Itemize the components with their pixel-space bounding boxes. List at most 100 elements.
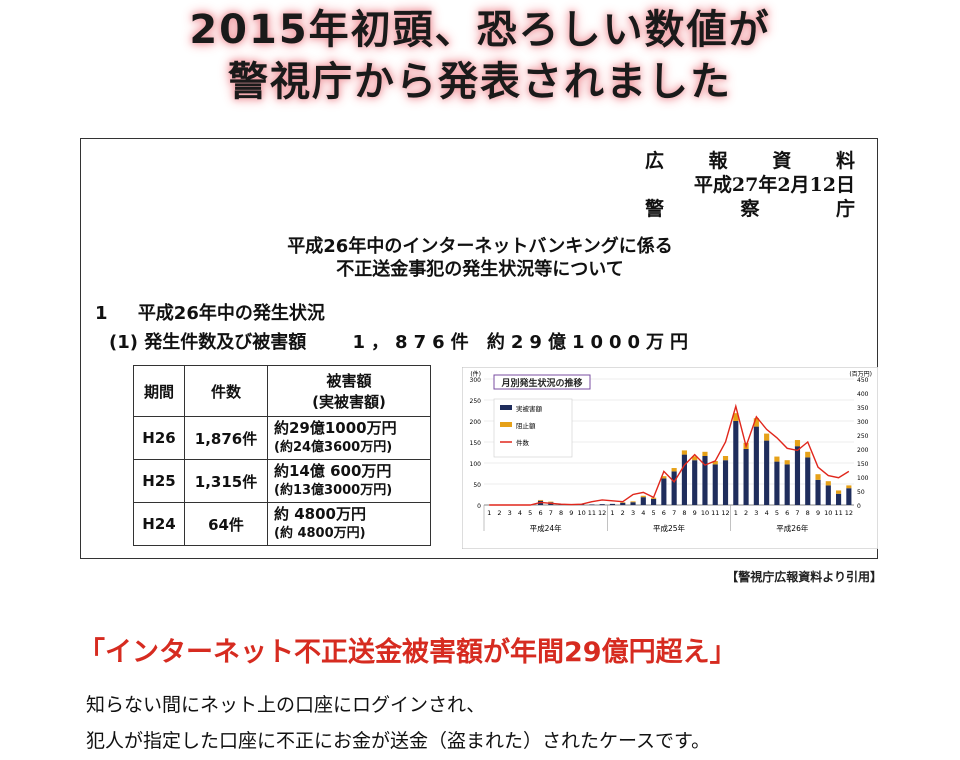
right-tick-label: 450 [857,377,869,384]
x-tick-label: 4 [518,509,522,517]
damage-table: 期間 件数 被害額 (実被害額) H26 1,876件 約29億1000万円 (… [133,365,431,546]
year-label: 平成25年 [653,523,686,533]
bar-damage [815,479,821,505]
actual-value: (約24億3600万円) [274,440,393,455]
left-unit: (件) [470,370,481,378]
x-tick-label: 6 [662,509,666,517]
press-char: 庁 [835,198,855,220]
legend-label: 実被害額 [516,404,543,413]
bar-damage [651,498,657,505]
x-tick-label: 11 [834,509,842,517]
bar-damage [794,446,801,505]
subsection-value: 1，876件 約29億1000万円 [352,332,695,353]
chart-title: 月別発生状況の推移 [500,377,582,389]
bar-blocked [722,456,729,461]
right-tick-label: 50 [857,489,865,496]
bar-damage [774,461,780,505]
cell-count: 1,315件 [184,459,268,503]
bar-damage [692,460,698,505]
amount-value: 約29億1000万円 [274,419,397,437]
x-tick-label: 11 [588,509,596,517]
right-tick-label: 350 [857,405,869,412]
x-tick-label: 5 [775,509,779,517]
x-tick-label: 4 [765,509,769,517]
legend-label: 阻止額 [516,421,536,430]
bar-damage [805,457,811,505]
document-title-line2: 不正送金事犯の発生状況等について [336,259,624,280]
right-tick-label: 300 [857,419,869,426]
left-tick-label: 50 [473,482,481,489]
bar-damage [702,456,708,505]
subsection-label: (1) 発生件数及び被害額 [109,332,307,353]
legend-swatch [500,422,512,427]
cell-count: 64件 [184,502,268,546]
document-title: 平成26年中のインターネットバンキングに係る 不正送金事犯の発生状況等について [81,235,879,281]
press-date: 平成27年2月12日 [693,174,855,196]
table-row: H26 1,876件 約29億1000万円 (約24億3600万円) [133,416,431,460]
left-tick-label: 200 [470,419,482,426]
cell-amount: 約29億1000万円 (約24億3600万円) [267,416,431,460]
chart-title-box [493,374,591,390]
x-tick-label: 7 [672,509,676,517]
x-tick-label: 4 [641,509,645,517]
bar-damage [609,503,616,505]
chart-frame [461,366,879,550]
cell-period: H25 [133,459,185,503]
x-tick-label: 3 [631,509,635,517]
cell-amount: 約14億 600万円 (約13億3000万円) [267,459,431,503]
bar-blocked [692,456,698,461]
legend-label: 件数 [516,438,530,447]
x-tick-label: 9 [816,509,820,517]
x-tick-label: 12 [598,509,606,517]
x-tick-label: 5 [528,509,532,517]
bar-blocked [620,502,626,503]
table-row: H25 1,315件 約14億 600万円 (約13億3000万円) [133,459,431,503]
legend-swatch [500,405,512,410]
bar-blocked [815,474,821,480]
x-tick-label: 12 [721,509,729,517]
cell-amount: 約 4800万円 (約 4800万円) [267,502,431,546]
bar-damage [661,478,667,505]
x-tick-label: 8 [559,509,563,517]
year-label: 平成24年 [530,523,563,533]
x-tick-label: 3 [508,509,512,517]
x-tick-label: 2 [744,509,748,517]
bar-damage [640,497,646,505]
bar-damage [620,502,626,505]
header-period: 期間 [133,365,185,417]
bar-blocked [712,461,718,465]
x-tick-label: 3 [754,509,758,517]
actual-value: (約 4800万円) [274,526,366,541]
x-tick-label: 11 [711,509,719,517]
press-row-1: 広 報 資 料 [645,149,855,173]
table-header-row: 期間 件数 被害額 (実被害額) [133,365,431,417]
x-tick-label: 7 [795,509,799,517]
bar-damage [743,449,749,505]
x-tick-label: 7 [549,509,553,517]
bar-damage [722,460,729,505]
x-tick-label: 8 [806,509,810,517]
bar-damage [764,440,770,505]
press-row-3: 警 察 庁 [645,197,855,221]
x-tick-label: 2 [621,509,625,517]
x-tick-label: 6 [785,509,789,517]
bar-blocked [661,476,667,479]
bar-blocked [640,495,646,498]
left-tick-label: 300 [470,377,482,384]
right-tick-label: 100 [857,475,869,482]
table-row: H24 64件 約 4800万円 (約 4800万円) [133,502,431,546]
cell-count: 1,876件 [184,416,268,460]
header-actual-label: (実被害額) [312,393,386,411]
bar-blocked [702,451,708,456]
monthly-chart-svg: 0 50 100 150 200 250 300 0 50 100 150 200 250 300 350 4… [461,366,879,550]
right-tick-label: 0 [857,503,861,510]
x-tick-label: 9 [569,509,573,517]
press-char: 報 [708,150,728,172]
section-heading: 1 平成26年中の発生状況 [95,299,325,325]
body-line1: 知らない間にネット上の口座にログインされ、 [86,694,486,716]
bar-blocked [794,440,801,447]
bar-blocked [774,456,780,462]
x-tick-label: 5 [652,509,656,517]
source-caption: 【警視庁広報資料より引用】 [726,570,882,584]
press-char: 料 [835,150,855,172]
